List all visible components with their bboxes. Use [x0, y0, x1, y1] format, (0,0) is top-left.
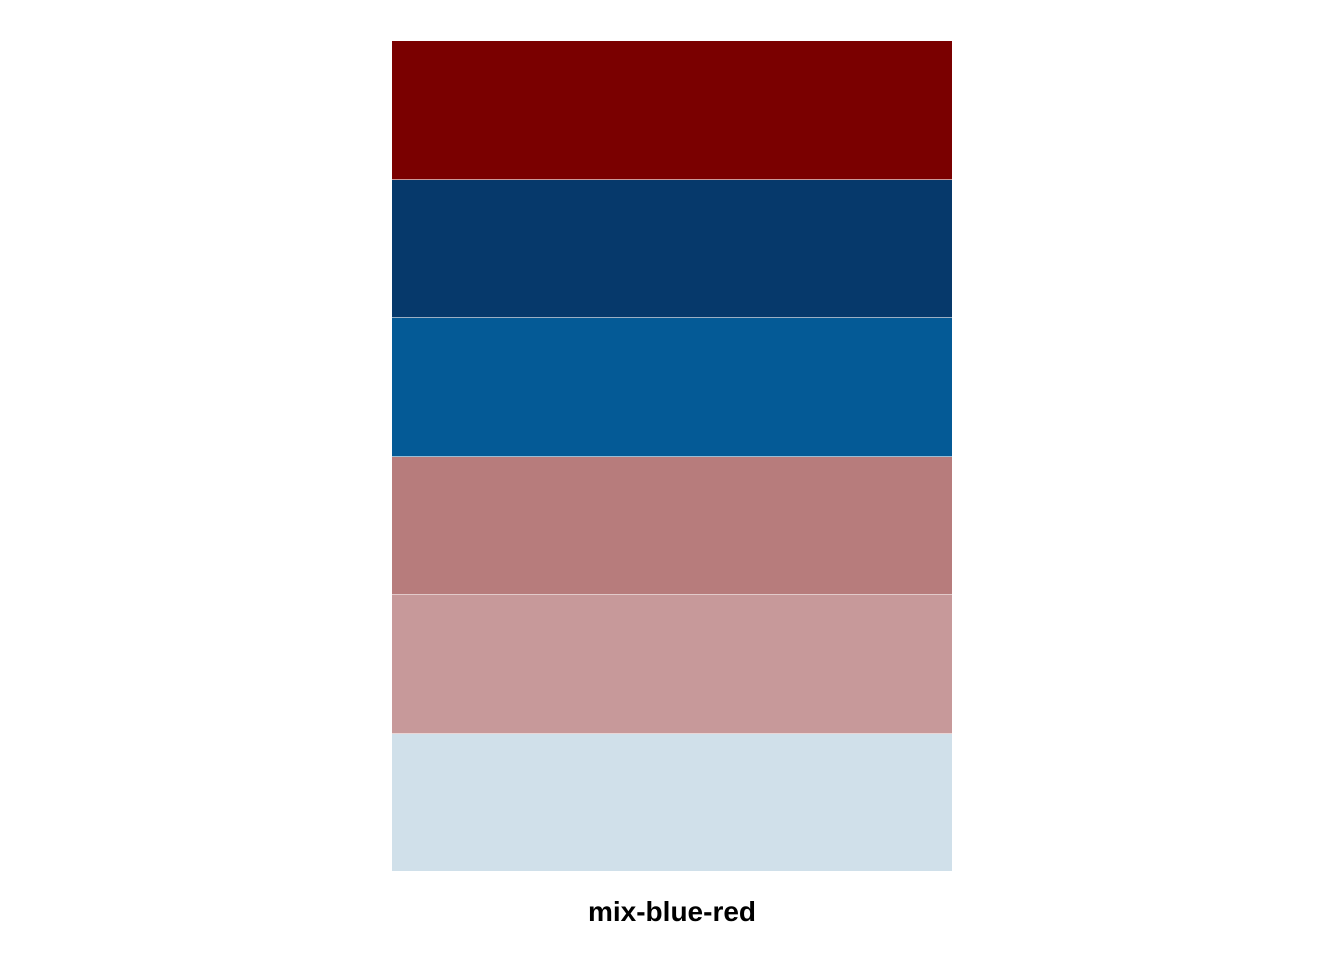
palette-title: mix-blue-red [587, 896, 757, 927]
swatch-3 [392, 318, 952, 457]
color-palette [392, 41, 952, 871]
swatch-5 [392, 595, 952, 734]
swatch-4 [392, 456, 952, 595]
swatch-6 [392, 733, 952, 871]
swatch-2 [392, 179, 952, 318]
swatch-1 [392, 41, 952, 180]
